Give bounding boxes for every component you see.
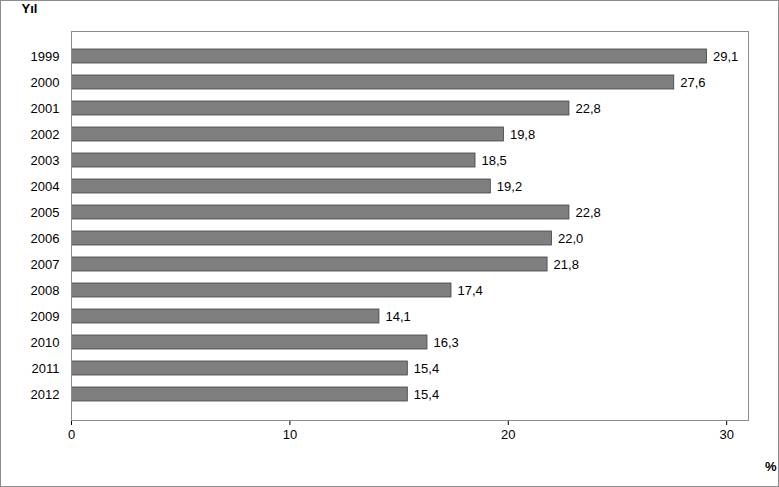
- svg-text:2012: 2012: [31, 387, 60, 402]
- svg-text:2003: 2003: [31, 153, 60, 168]
- svg-text:22,8: 22,8: [575, 101, 600, 116]
- svg-text:21,8: 21,8: [554, 257, 579, 272]
- svg-text:2011: 2011: [32, 361, 60, 376]
- svg-text:2000: 2000: [31, 75, 60, 90]
- svg-text:17,4: 17,4: [457, 283, 482, 298]
- svg-text:15,4: 15,4: [414, 361, 439, 376]
- svg-text:29,1: 29,1: [713, 49, 738, 64]
- svg-text:10: 10: [283, 427, 297, 442]
- svg-text:15,4: 15,4: [414, 387, 439, 402]
- svg-text:19,8: 19,8: [510, 127, 535, 142]
- svg-text:1999: 1999: [31, 49, 60, 64]
- svg-text:%: %: [765, 459, 777, 474]
- svg-text:2004: 2004: [31, 179, 60, 194]
- svg-text:14,1: 14,1: [385, 309, 410, 324]
- svg-text:16,3: 16,3: [433, 335, 458, 350]
- svg-text:2005: 2005: [31, 205, 60, 220]
- svg-text:Yıl: Yıl: [22, 1, 38, 16]
- svg-text:2010: 2010: [31, 335, 60, 350]
- svg-text:20: 20: [501, 427, 515, 442]
- svg-text:0: 0: [68, 427, 75, 442]
- svg-text:22,8: 22,8: [575, 205, 600, 220]
- svg-text:2002: 2002: [31, 127, 60, 142]
- svg-text:18,5: 18,5: [482, 153, 507, 168]
- svg-text:2009: 2009: [31, 309, 60, 324]
- svg-text:2007: 2007: [31, 257, 60, 272]
- svg-text:2006: 2006: [31, 231, 60, 246]
- svg-text:2008: 2008: [31, 283, 60, 298]
- svg-text:2001: 2001: [31, 101, 60, 116]
- svg-text:19,2: 19,2: [497, 179, 522, 194]
- svg-text:30: 30: [719, 427, 733, 442]
- svg-text:27,6: 27,6: [680, 75, 705, 90]
- svg-text:22,0: 22,0: [558, 231, 583, 246]
